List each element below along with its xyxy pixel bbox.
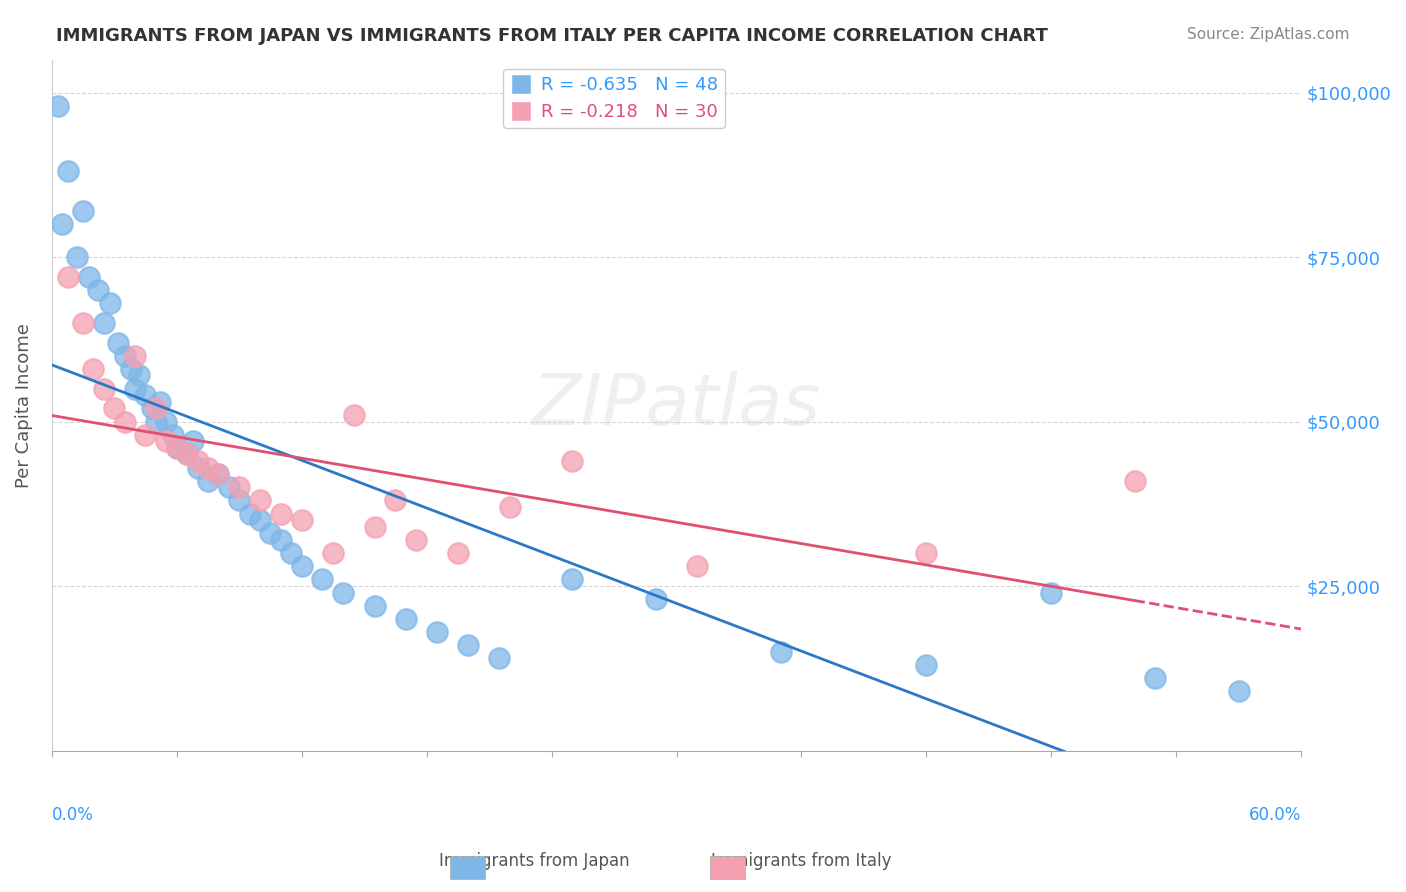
Point <box>499 500 522 514</box>
Point <box>447 546 470 560</box>
Point <box>384 493 406 508</box>
Point <box>363 520 385 534</box>
Text: Source: ZipAtlas.com: Source: ZipAtlas.com <box>1187 27 1350 42</box>
Point <box>395 612 418 626</box>
Point <box>114 349 136 363</box>
Point <box>166 441 188 455</box>
Point <box>183 434 205 449</box>
Point <box>270 507 292 521</box>
Point <box>58 269 80 284</box>
Point <box>93 382 115 396</box>
Point <box>239 507 262 521</box>
Text: IMMIGRANTS FROM JAPAN VS IMMIGRANTS FROM ITALY PER CAPITA INCOME CORRELATION CHA: IMMIGRANTS FROM JAPAN VS IMMIGRANTS FROM… <box>56 27 1047 45</box>
Point <box>218 480 240 494</box>
Point <box>311 573 333 587</box>
Point <box>145 415 167 429</box>
Point <box>426 625 449 640</box>
Point <box>107 335 129 350</box>
Point <box>197 460 219 475</box>
Point <box>120 362 142 376</box>
Point <box>186 454 208 468</box>
Point <box>46 98 69 112</box>
Point <box>124 349 146 363</box>
Point <box>228 493 250 508</box>
Text: ZIPatlas: ZIPatlas <box>531 370 821 440</box>
Point <box>249 493 271 508</box>
Point <box>72 316 94 330</box>
Point <box>197 474 219 488</box>
Point <box>1123 474 1146 488</box>
Point <box>124 382 146 396</box>
Point <box>72 203 94 218</box>
Point <box>280 546 302 560</box>
Point <box>291 559 314 574</box>
Point <box>322 546 344 560</box>
Y-axis label: Per Capita Income: Per Capita Income <box>15 323 32 488</box>
Point <box>98 296 121 310</box>
Point <box>66 250 89 264</box>
Text: 60.0%: 60.0% <box>1249 805 1302 824</box>
Point <box>134 427 156 442</box>
Point <box>1227 684 1250 698</box>
Point <box>93 316 115 330</box>
Point <box>207 467 229 482</box>
Point <box>644 592 666 607</box>
Point <box>769 645 792 659</box>
Legend: R = -0.635   N = 48, R = -0.218   N = 30: R = -0.635 N = 48, R = -0.218 N = 30 <box>503 69 725 128</box>
Point <box>1144 671 1167 685</box>
Point <box>186 460 208 475</box>
Point <box>145 401 167 416</box>
Point <box>686 559 709 574</box>
Point <box>103 401 125 416</box>
Point <box>166 441 188 455</box>
Point <box>457 638 479 652</box>
Point <box>128 368 150 383</box>
Point <box>141 401 163 416</box>
Point <box>270 533 292 547</box>
Point <box>915 658 938 673</box>
Point <box>58 164 80 178</box>
Point <box>1040 585 1063 599</box>
Point <box>176 447 198 461</box>
Text: Immigrants from Italy: Immigrants from Italy <box>711 852 891 870</box>
Point <box>86 283 108 297</box>
Point <box>155 415 177 429</box>
Point <box>228 480 250 494</box>
Point <box>77 269 100 284</box>
Point <box>488 651 510 665</box>
Point <box>51 217 73 231</box>
Point <box>134 388 156 402</box>
Point <box>176 447 198 461</box>
Point <box>363 599 385 613</box>
Point <box>162 427 184 442</box>
Point <box>249 513 271 527</box>
Point <box>561 573 583 587</box>
Point <box>259 526 281 541</box>
Point <box>149 394 172 409</box>
Point <box>561 454 583 468</box>
Point <box>82 362 104 376</box>
Point <box>915 546 938 560</box>
Point <box>405 533 427 547</box>
Text: Immigrants from Japan: Immigrants from Japan <box>439 852 630 870</box>
Point <box>207 467 229 482</box>
Point <box>343 408 366 422</box>
Point <box>332 585 354 599</box>
Point <box>114 415 136 429</box>
Point <box>155 434 177 449</box>
Text: 0.0%: 0.0% <box>52 805 94 824</box>
Point <box>291 513 314 527</box>
